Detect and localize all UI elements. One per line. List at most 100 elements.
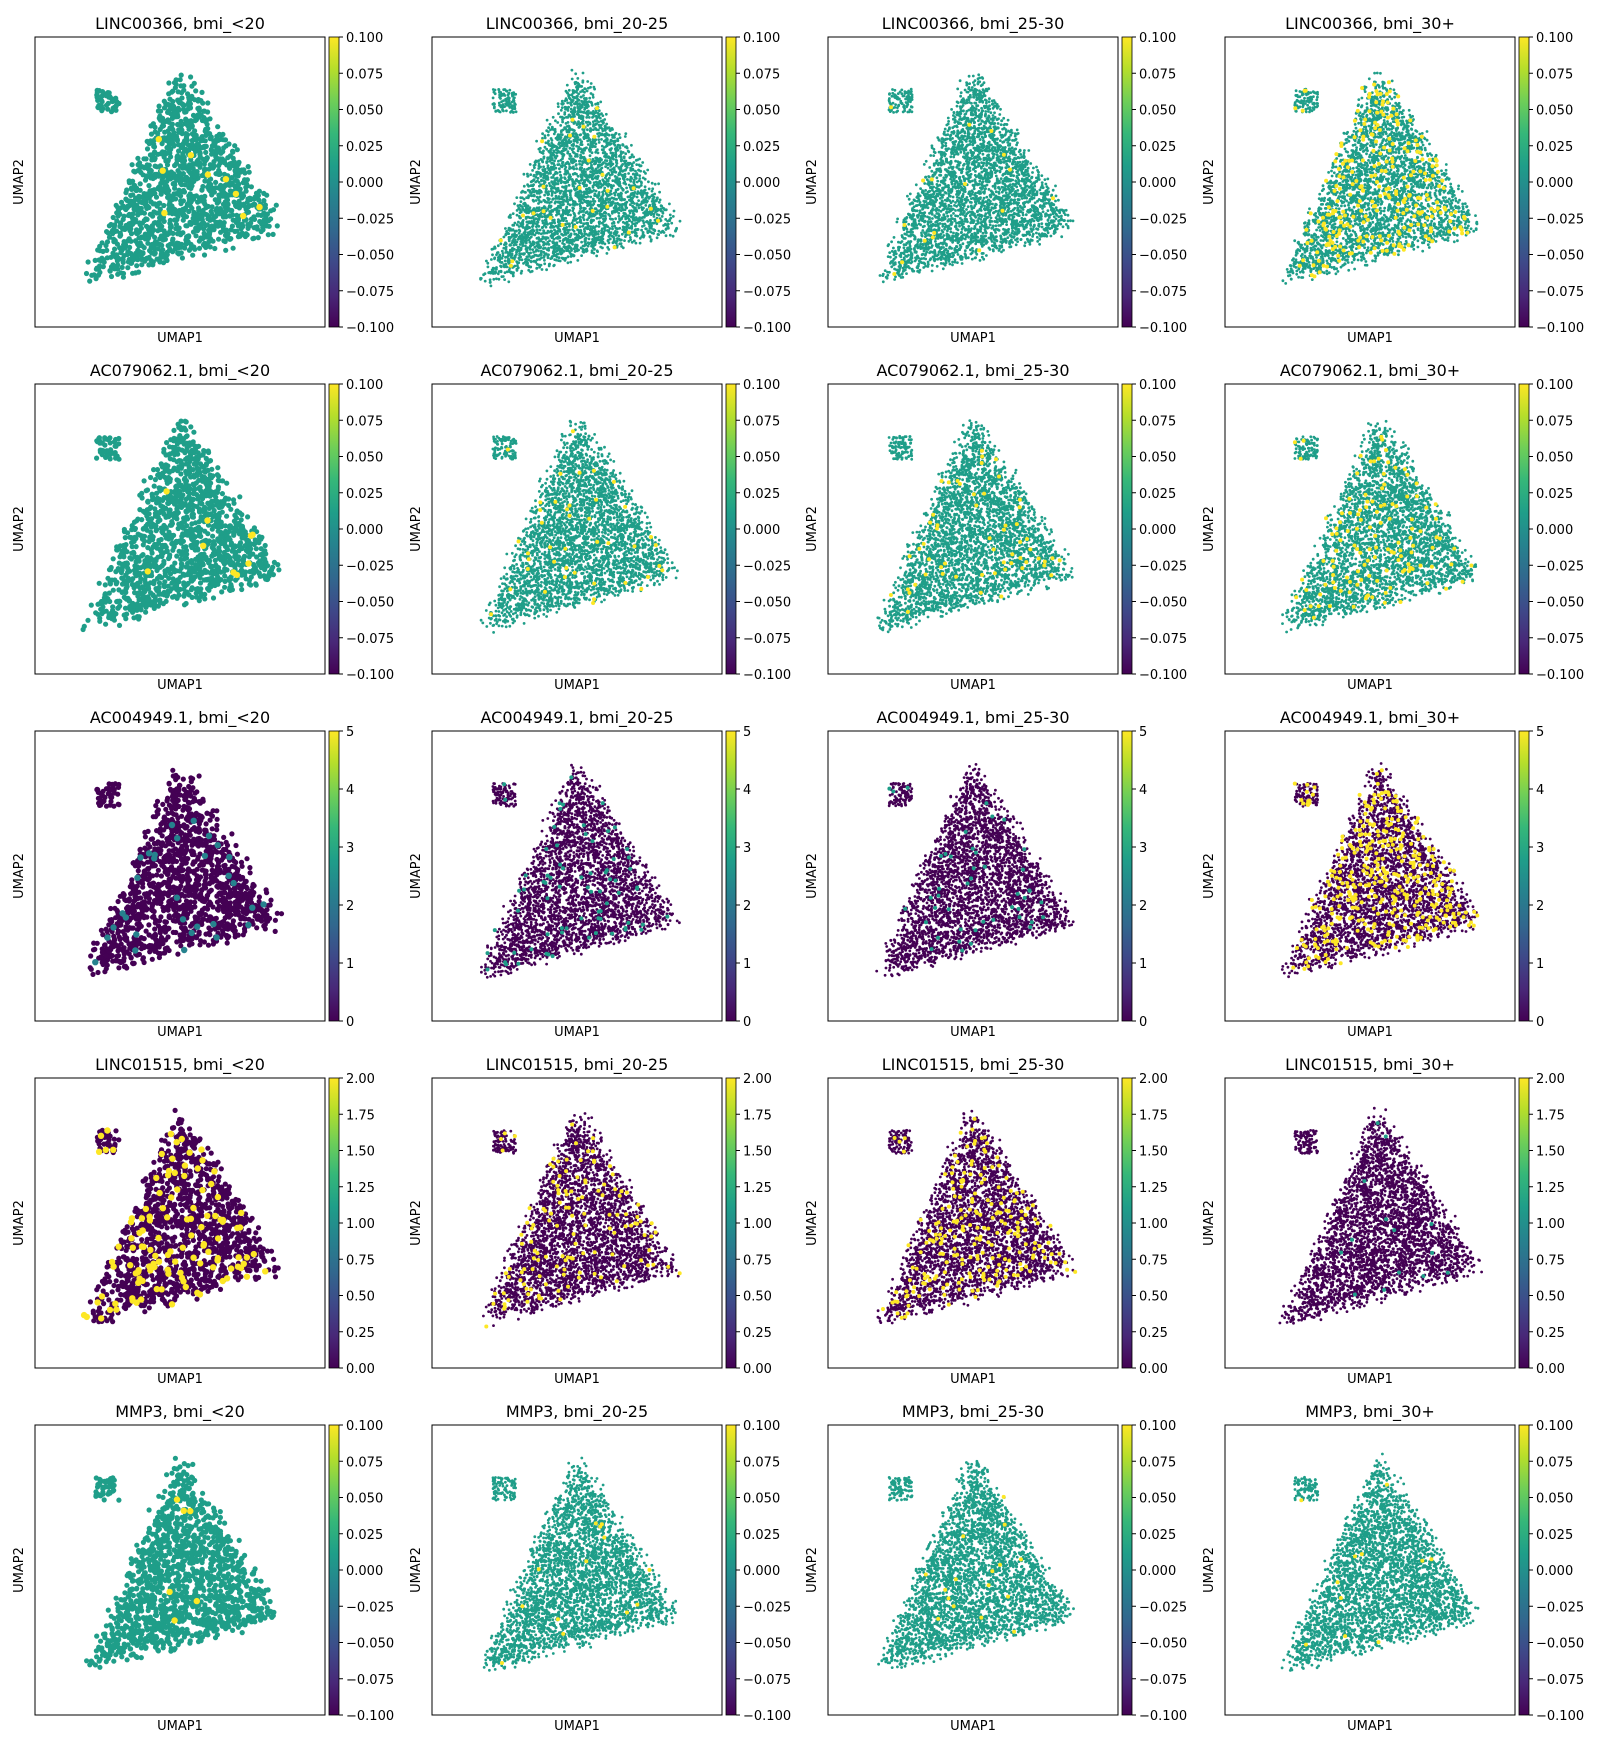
data-point bbox=[136, 235, 141, 240]
data-point bbox=[501, 250, 504, 253]
data-point-expressed bbox=[205, 171, 211, 177]
data-point bbox=[100, 249, 105, 254]
data-point bbox=[119, 200, 124, 205]
data-point bbox=[197, 246, 202, 251]
data-point bbox=[582, 72, 585, 75]
data-point bbox=[217, 172, 222, 177]
data-point bbox=[152, 252, 157, 257]
data-point bbox=[213, 180, 218, 185]
data-point bbox=[126, 221, 131, 226]
data-point bbox=[181, 159, 186, 164]
data-point bbox=[241, 167, 246, 172]
data-point bbox=[598, 109, 601, 112]
data-point bbox=[97, 244, 102, 249]
data-point bbox=[216, 237, 221, 242]
data-point bbox=[669, 234, 672, 237]
data-point bbox=[180, 143, 185, 148]
data-point bbox=[260, 225, 265, 230]
data-point bbox=[256, 235, 261, 240]
data-point bbox=[146, 183, 151, 188]
data-point bbox=[571, 78, 574, 81]
data-point bbox=[217, 132, 222, 137]
data-point bbox=[113, 108, 118, 113]
data-point bbox=[197, 161, 202, 166]
data-point bbox=[89, 273, 94, 278]
data-point bbox=[138, 181, 143, 186]
data-point bbox=[151, 259, 156, 264]
data-point bbox=[162, 234, 167, 239]
data-point bbox=[196, 205, 201, 210]
data-point bbox=[547, 126, 550, 129]
data-point bbox=[188, 186, 193, 191]
data-point bbox=[227, 214, 232, 219]
data-point bbox=[175, 210, 180, 215]
data-point bbox=[166, 145, 171, 150]
data-point bbox=[267, 224, 272, 229]
data-point bbox=[111, 237, 116, 242]
data-point bbox=[249, 217, 254, 222]
colorbar-tick-label: 0.000 bbox=[346, 176, 383, 191]
data-point bbox=[531, 248, 534, 251]
data-point bbox=[173, 111, 178, 116]
data-point bbox=[545, 268, 548, 271]
data-point bbox=[109, 109, 114, 114]
data-point bbox=[177, 170, 182, 175]
data-point bbox=[167, 248, 172, 253]
data-point bbox=[128, 251, 133, 256]
data-point bbox=[541, 268, 544, 271]
data-point bbox=[155, 131, 160, 136]
data-point bbox=[201, 115, 206, 120]
data-point bbox=[546, 119, 549, 122]
data-point bbox=[669, 214, 672, 217]
data-point bbox=[135, 212, 140, 217]
data-point bbox=[152, 157, 157, 162]
data-point bbox=[221, 224, 226, 229]
data-point bbox=[171, 143, 176, 148]
data-point bbox=[193, 88, 198, 93]
data-point bbox=[176, 130, 181, 135]
data-point bbox=[180, 255, 185, 260]
data-point bbox=[552, 176, 555, 179]
colorbar-tick-label: −0.050 bbox=[346, 249, 394, 264]
data-point bbox=[202, 162, 207, 167]
data-point bbox=[210, 165, 215, 170]
data-point bbox=[665, 234, 668, 237]
data-point bbox=[137, 160, 142, 165]
data-point bbox=[193, 220, 198, 225]
data-point bbox=[252, 196, 257, 201]
data-point bbox=[160, 124, 165, 129]
data-point bbox=[207, 116, 212, 121]
data-point bbox=[192, 134, 197, 139]
data-point bbox=[607, 167, 610, 170]
data-point bbox=[95, 98, 100, 103]
data-point bbox=[199, 90, 204, 95]
data-point bbox=[529, 248, 532, 251]
data-point bbox=[209, 224, 214, 229]
data-point bbox=[234, 204, 239, 209]
data-point bbox=[181, 103, 186, 108]
data-point bbox=[101, 264, 106, 269]
data-point bbox=[193, 149, 198, 154]
data-point bbox=[575, 167, 578, 170]
panel-title: LINC00366, bmi_<20 bbox=[95, 14, 265, 34]
data-point bbox=[133, 219, 138, 224]
data-point bbox=[151, 121, 156, 126]
data-point bbox=[168, 154, 173, 159]
data-point bbox=[111, 215, 116, 220]
data-point bbox=[179, 73, 184, 78]
data-point-expressed bbox=[240, 213, 246, 219]
data-point bbox=[557, 105, 560, 108]
data-point bbox=[148, 175, 153, 180]
data-point bbox=[110, 231, 115, 236]
data-point bbox=[112, 264, 117, 269]
data-point bbox=[152, 235, 157, 240]
data-point bbox=[235, 217, 240, 222]
data-point bbox=[213, 185, 218, 190]
data-point bbox=[180, 230, 185, 235]
data-point bbox=[202, 194, 207, 199]
data-point bbox=[656, 236, 659, 239]
data-point bbox=[203, 129, 208, 134]
data-point bbox=[105, 255, 110, 260]
data-point bbox=[103, 243, 108, 248]
data-point bbox=[148, 212, 153, 217]
